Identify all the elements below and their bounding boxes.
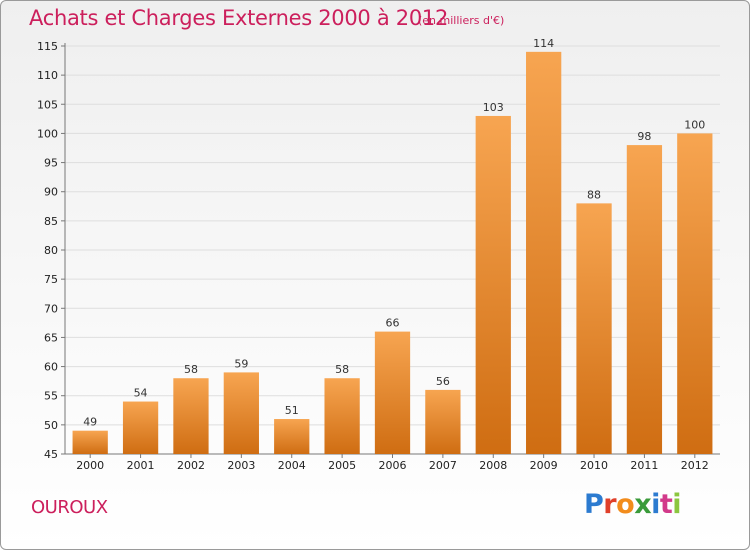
y-tick-label: 110	[37, 69, 58, 82]
proxiti-logo[interactable]: Proxiti	[584, 489, 682, 520]
x-tick-label: 2008	[479, 459, 507, 472]
bar-2010[interactable]	[576, 203, 612, 454]
data-label: 98	[637, 130, 651, 143]
data-label: 58	[184, 363, 198, 376]
bar-2012[interactable]	[677, 133, 713, 454]
bar-2008[interactable]	[475, 115, 511, 454]
logo-letter: t	[659, 489, 673, 520]
logo-letter: i	[651, 489, 660, 520]
data-label: 114	[533, 37, 554, 50]
data-label: 88	[587, 188, 601, 201]
data-label: 49	[83, 416, 97, 429]
logo-letter: x	[634, 489, 652, 520]
x-tick-label: 2000	[76, 459, 104, 472]
x-tick-label: 2002	[177, 459, 205, 472]
y-tick-label: 105	[37, 98, 58, 111]
bar-2005[interactable]	[324, 378, 360, 454]
y-tick-label: 70	[44, 302, 58, 315]
x-tick-label: 2006	[379, 459, 407, 472]
y-tick-label: 55	[44, 390, 58, 403]
data-label: 66	[386, 317, 400, 330]
y-tick-label: 90	[44, 186, 58, 199]
x-tick-label: 2005	[328, 459, 356, 472]
y-tick-label: 85	[44, 215, 58, 228]
bar-2009[interactable]	[526, 51, 562, 454]
x-tick-label: 2010	[580, 459, 608, 472]
y-tick-label: 80	[44, 244, 58, 257]
data-label: 59	[234, 357, 248, 370]
bar-2003[interactable]	[223, 372, 259, 454]
bar-2004[interactable]	[274, 419, 310, 454]
x-tick-label: 2001	[127, 459, 155, 472]
data-label: 100	[684, 118, 705, 131]
labels: 45 50 55 60 65 70 75 80 85 90 95 100 105 110 115 49 2000…	[37, 37, 709, 472]
x-tick-label: 2012	[681, 459, 709, 472]
bar-2011[interactable]	[626, 145, 663, 455]
bar-2000[interactable]	[72, 430, 108, 454]
logo-letter: i	[672, 489, 682, 520]
y-tick-label: 100	[37, 127, 58, 140]
y-tick-label: 50	[44, 419, 58, 432]
bars	[72, 51, 713, 455]
y-tick-label: 115	[37, 40, 58, 53]
bar-2006[interactable]	[374, 331, 411, 454]
data-label: 58	[335, 363, 349, 376]
bar-2001[interactable]	[122, 401, 159, 454]
x-tick-label: 2007	[429, 459, 457, 472]
logo-letter: o	[616, 489, 635, 520]
bar-2002[interactable]	[173, 378, 209, 454]
data-label: 51	[285, 404, 299, 417]
y-tick-label: 75	[44, 273, 58, 286]
x-tick-label: 2009	[530, 459, 558, 472]
y-tick-label: 45	[44, 448, 58, 461]
data-label: 103	[483, 101, 504, 114]
data-label: 56	[436, 375, 450, 388]
chart-subtitle: (en milliers d'€)	[418, 14, 505, 27]
data-label: 54	[134, 387, 148, 400]
bar-2007[interactable]	[425, 389, 461, 454]
commune-name: OUROUX	[31, 497, 108, 518]
y-tick-label: 60	[44, 361, 58, 374]
chart-title: Achats et Charges Externes 2000 à 2012	[29, 6, 449, 30]
x-tick-label: 2004	[278, 459, 306, 472]
y-tick-label: 95	[44, 157, 58, 170]
logo-letter: P	[584, 489, 604, 520]
y-tick-label: 65	[44, 331, 58, 344]
logo-letter: r	[603, 489, 617, 520]
x-tick-label: 2003	[227, 459, 255, 472]
x-tick-label: 2011	[630, 459, 658, 472]
